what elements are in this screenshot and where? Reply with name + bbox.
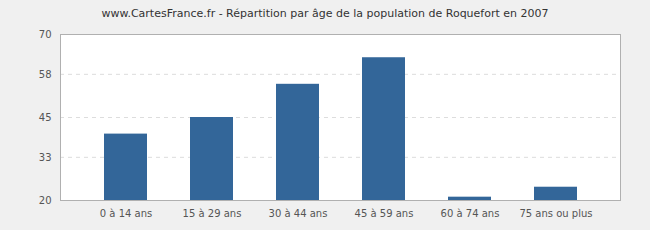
svg-text:60 à 74 ans: 60 à 74 ans	[441, 208, 500, 219]
svg-text:15 à 29 ans: 15 à 29 ans	[183, 208, 242, 219]
svg-text:30 à 44 ans: 30 à 44 ans	[269, 208, 328, 219]
svg-text:0 à 14 ans: 0 à 14 ans	[100, 208, 152, 219]
html-text:www.CartesFrance.fr - Répartit: www.CartesFrance.fr - Répartition par âg…	[101, 7, 549, 20]
svg-text:58: 58	[39, 69, 52, 80]
svg-text:45 à 59 ans: 45 à 59 ans	[355, 208, 414, 219]
svg-text:33: 33	[39, 152, 52, 163]
svg-text:45: 45	[39, 112, 52, 123]
svg-text:70: 70	[39, 29, 52, 40]
svg-text:75 ans ou plus: 75 ans ou plus	[519, 208, 592, 219]
svg-text:20: 20	[39, 195, 52, 206]
